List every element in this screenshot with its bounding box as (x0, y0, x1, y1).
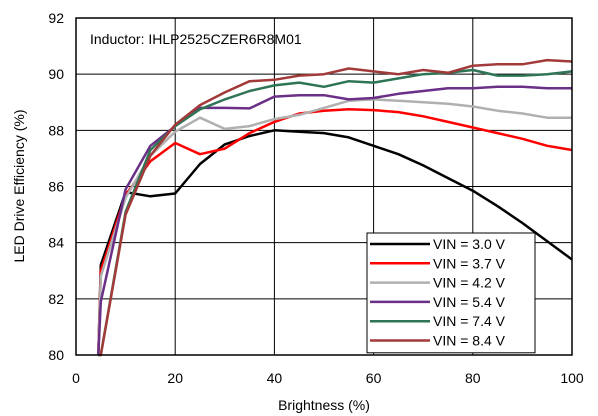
legend: VIN = 3.0 V VIN = 3.7 V VIN = 4.2 V VIN = 5… (366, 232, 536, 354)
legend-box (366, 232, 536, 354)
legend-label: VIN = 3.7 V (433, 255, 506, 271)
y-tick-label: 90 (48, 66, 64, 82)
legend-label: VIN = 7.4 V (433, 313, 506, 329)
y-tick-label: 82 (48, 291, 64, 307)
series-line (97, 129, 573, 356)
y-tick-label: 84 (48, 235, 64, 251)
y-tick-label: 92 (48, 10, 64, 26)
y-tick-label: 88 (48, 122, 64, 138)
x-tick-label: 100 (560, 370, 584, 386)
x-tick-label: 60 (366, 370, 382, 386)
series-line (97, 108, 573, 356)
legend-label: VIN = 8.4 V (433, 333, 506, 349)
series-layer (97, 58, 573, 357)
y-tick-label: 86 (48, 179, 64, 195)
y-axis-label: LED Drive Efficiency (%) (11, 109, 27, 262)
series-line (97, 85, 572, 356)
y-tick-label: 80 (48, 347, 64, 363)
x-tick-label: 0 (72, 370, 80, 386)
plot-border (75, 17, 573, 356)
series-line (98, 68, 573, 357)
series-line (97, 98, 572, 356)
x-axis-label: Brightness (%) (278, 397, 370, 413)
legend-label: VIN = 5.4 V (433, 294, 506, 310)
chart-annotation: Inductor: IHLP2525CZER6R8M01 (90, 31, 302, 47)
series-line (98, 58, 573, 357)
legend-label: VIN = 4.2 V (433, 275, 506, 291)
x-tick-label: 20 (167, 370, 183, 386)
legend-label: VIN = 3.0 V (433, 236, 506, 252)
x-tick-label: 80 (465, 370, 481, 386)
x-tick-label: 40 (267, 370, 283, 386)
tick-labels: 0 20 40 60 80 100 80 82 84 86 88 90 92 (48, 10, 583, 386)
